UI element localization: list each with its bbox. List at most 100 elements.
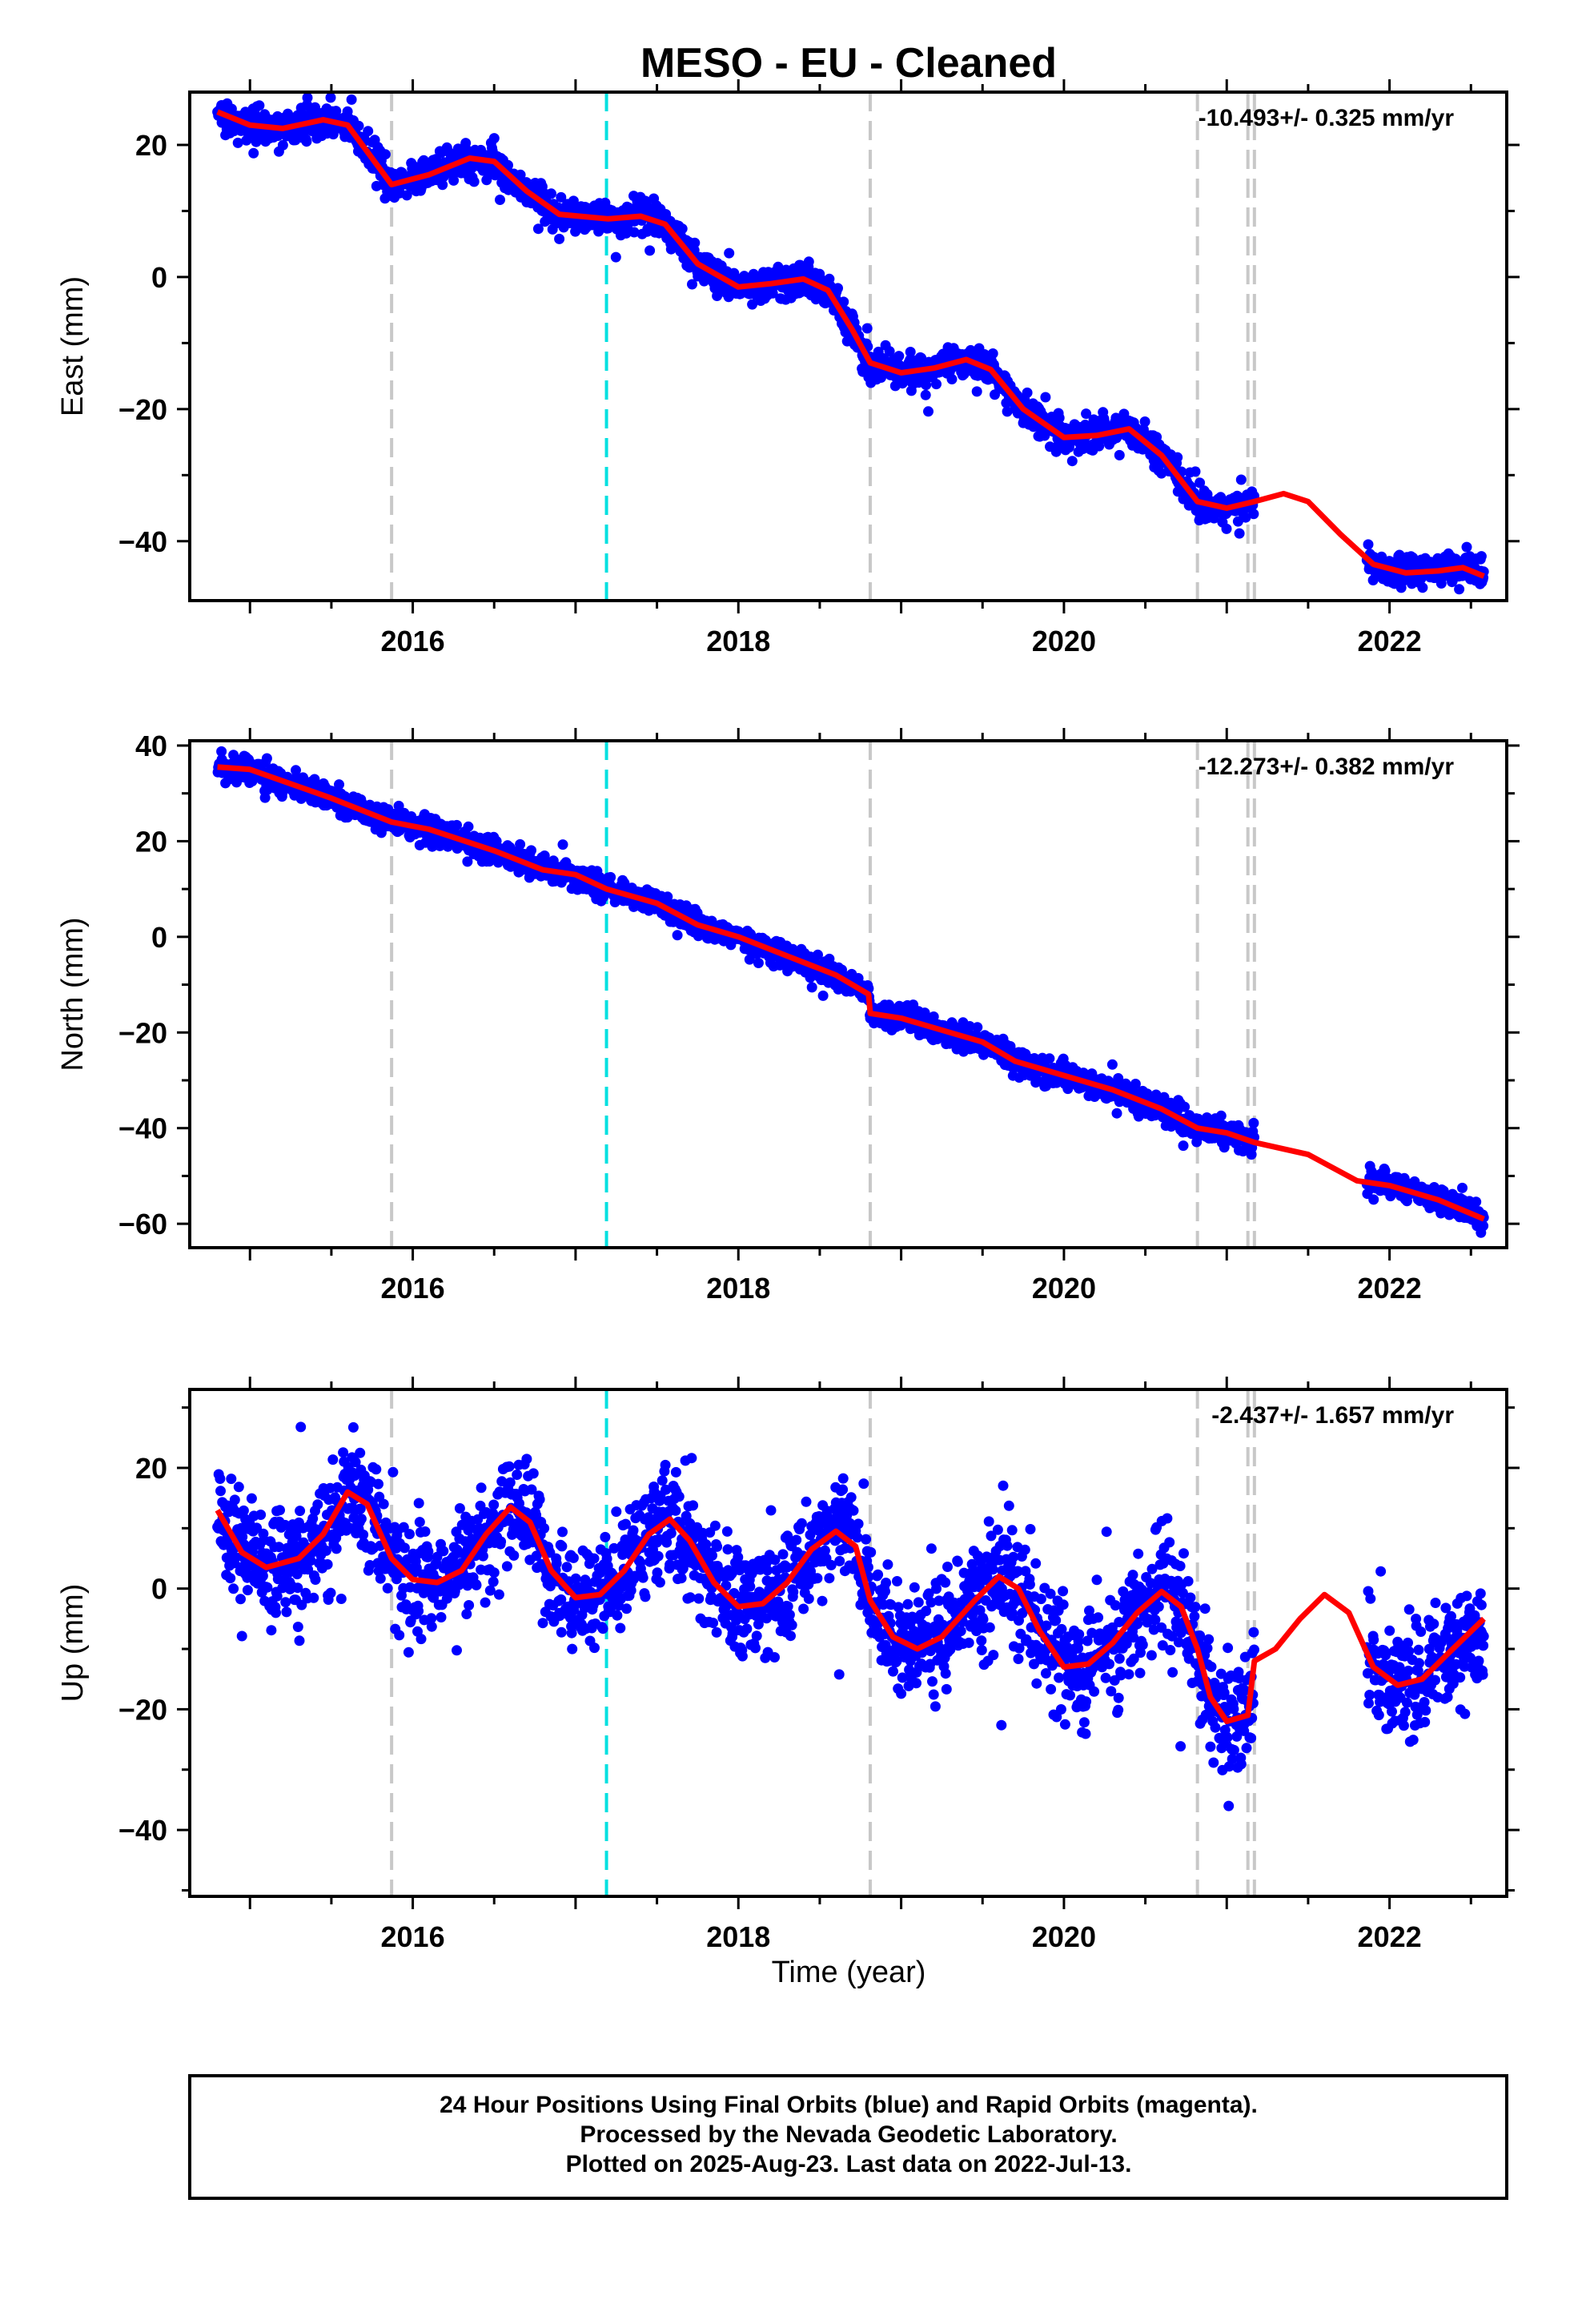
data-point <box>236 1630 247 1642</box>
data-point <box>987 348 998 359</box>
data-point <box>1195 477 1206 489</box>
data-point <box>861 323 873 334</box>
data-point <box>355 1447 366 1458</box>
data-point <box>1114 449 1125 460</box>
data-point <box>921 380 932 391</box>
data-point <box>331 1543 342 1554</box>
data-point <box>628 227 640 238</box>
data-point <box>971 386 982 397</box>
x-tick-label: 2016 <box>381 625 445 657</box>
data-point <box>1172 452 1183 463</box>
data-point <box>495 195 505 205</box>
observation-points <box>212 1421 1489 1811</box>
data-point <box>724 247 735 259</box>
data-point <box>1178 1140 1189 1152</box>
data-point <box>322 1559 333 1570</box>
data-point <box>813 949 823 960</box>
data-point <box>1471 1196 1482 1208</box>
data-point <box>515 838 526 850</box>
data-point <box>302 92 313 103</box>
data-point <box>292 1622 303 1632</box>
data-point <box>1179 1101 1191 1112</box>
data-point <box>327 1454 339 1466</box>
data-point <box>931 379 942 390</box>
data-point <box>292 1582 303 1594</box>
data-point <box>228 1583 239 1594</box>
x-tick-label: 2018 <box>706 625 770 657</box>
data-point <box>353 120 364 131</box>
data-point <box>335 1594 347 1604</box>
data-point <box>556 191 567 203</box>
data-point <box>806 982 817 993</box>
y-axis-label: North (mm) <box>56 917 90 1071</box>
data-point <box>753 958 764 968</box>
data-point <box>216 746 227 757</box>
data-point <box>246 1493 257 1504</box>
data-point <box>884 346 895 357</box>
data-point <box>1094 440 1105 452</box>
data-point <box>1202 1112 1212 1123</box>
data-point <box>605 871 616 883</box>
figure-title: MESO - EU - Cleaned <box>640 40 1057 86</box>
data-point <box>325 92 336 103</box>
data-point <box>747 299 758 310</box>
observation-points <box>212 92 1489 595</box>
data-point <box>254 100 265 111</box>
data-point <box>225 1573 236 1584</box>
data-point <box>515 169 526 180</box>
data-point <box>238 1505 249 1516</box>
data-point <box>215 1474 226 1484</box>
data-point <box>644 245 656 256</box>
data-point <box>672 930 683 941</box>
data-point <box>1219 1142 1230 1153</box>
data-point <box>452 819 462 830</box>
data-point <box>279 1519 291 1530</box>
data-point <box>305 1555 316 1566</box>
data-point <box>1435 578 1447 589</box>
data-point <box>379 149 391 160</box>
data-point <box>468 176 480 187</box>
y-tick-label: −60 <box>118 1208 167 1240</box>
data-point <box>1248 1117 1259 1128</box>
data-point <box>347 1421 359 1433</box>
data-point <box>1368 1194 1379 1205</box>
data-point <box>262 1582 273 1593</box>
x-tick-label: 2016 <box>381 1272 445 1305</box>
data-point <box>233 1482 244 1493</box>
data-point <box>1139 416 1150 427</box>
y-tick-label: 0 <box>151 921 167 954</box>
data-point <box>242 1585 253 1596</box>
data-point <box>295 1421 307 1433</box>
data-point <box>261 753 272 764</box>
data-point <box>320 1545 331 1556</box>
data-point <box>1476 551 1487 562</box>
data-point <box>1106 1059 1118 1070</box>
data-point <box>817 990 829 1001</box>
data-point <box>837 964 847 975</box>
data-point <box>334 779 344 790</box>
data-point <box>1002 406 1013 417</box>
data-point <box>271 1607 281 1618</box>
plot-frame <box>188 90 1508 602</box>
data-point <box>972 1022 983 1033</box>
data-point <box>235 1594 246 1605</box>
model-fit-line <box>216 109 1485 579</box>
data-point <box>275 1505 285 1516</box>
data-point <box>1457 1182 1468 1193</box>
data-point <box>838 296 849 308</box>
data-point <box>1066 456 1078 467</box>
data-point <box>546 188 556 199</box>
data-point <box>916 352 927 364</box>
data-point <box>1081 408 1092 420</box>
data-point <box>237 1531 248 1542</box>
data-point <box>833 283 843 294</box>
data-point <box>532 223 544 235</box>
x-tick-label: 2020 <box>1032 1272 1096 1305</box>
data-point <box>1454 584 1465 595</box>
data-point <box>1054 412 1065 424</box>
data-point <box>1417 582 1428 593</box>
data-point <box>1461 541 1472 553</box>
data-point <box>308 1592 319 1603</box>
